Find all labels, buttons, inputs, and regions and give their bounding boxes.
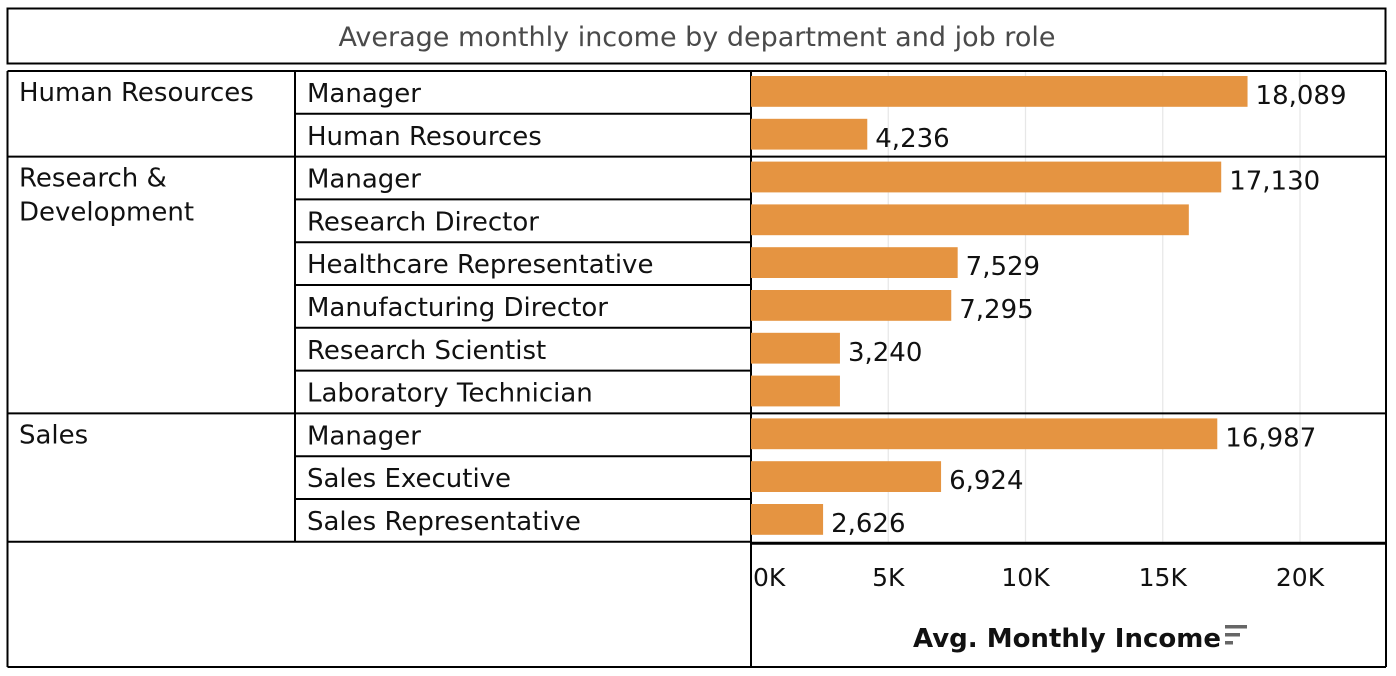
- job-role-label: Manager: [307, 79, 421, 109]
- x-tick-label: 5K: [872, 563, 905, 592]
- job-role-label: Manager: [307, 165, 421, 195]
- bar-value-label: 6,924: [949, 466, 1023, 496]
- bar-value-label: 7,529: [966, 252, 1040, 282]
- bar-value-label: 17,130: [1229, 167, 1320, 197]
- x-tick-label: 0K: [753, 563, 786, 592]
- income-bar[interactable]: [751, 76, 1248, 107]
- income-bar[interactable]: [751, 375, 840, 407]
- x-axis: 0K 5K 10K 15K 20K: [751, 541, 1386, 592]
- income-bar[interactable]: [751, 118, 868, 150]
- income-bar[interactable]: [751, 161, 1222, 193]
- income-bar[interactable]: [751, 461, 942, 492]
- job-role-label: Manager: [307, 421, 421, 451]
- department-label-line: Development: [19, 198, 194, 228]
- job-role-label: Research Director: [307, 207, 539, 237]
- income-bar[interactable]: [751, 290, 952, 321]
- row-header-table: Manager Human Resources Manager Research Di…: [6, 70, 1387, 668]
- bar-value-label: 7,295: [959, 295, 1033, 325]
- job-role-label: Sales Executive: [307, 464, 511, 494]
- income-bar[interactable]: [751, 204, 1189, 236]
- job-role-label: Laboratory Technician: [307, 379, 593, 409]
- x-axis-title: Avg. Monthly Income: [913, 624, 1221, 654]
- department-label: Human Resources: [19, 78, 254, 108]
- job-role-label: Sales Representative: [307, 507, 581, 537]
- income-bar[interactable]: [751, 418, 1218, 450]
- bar-layer: 18,089 4,236 17,130 7,529 7,295 3,240 16,987 6,…: [751, 76, 1347, 539]
- job-role-label: Healthcare Representative: [307, 250, 653, 280]
- income-bar[interactable]: [751, 504, 824, 535]
- bar-value-label: 16,987: [1225, 423, 1316, 453]
- x-tick-label: 15K: [1139, 563, 1188, 592]
- job-role-label: Research Scientist: [307, 336, 546, 366]
- sort-descending-icon[interactable]: [1225, 625, 1247, 645]
- x-tick-label: 20K: [1276, 563, 1325, 592]
- bar-value-label: 18,089: [1256, 81, 1347, 111]
- x-tick-label: 10K: [1001, 563, 1050, 592]
- bar-value-label: 4,236: [875, 124, 949, 154]
- department-label: Research & Development: [19, 164, 194, 228]
- income-bar[interactable]: [751, 332, 840, 364]
- job-role-label: Manufacturing Director: [307, 293, 608, 323]
- title-box: [6, 7, 1387, 65]
- department-label: Sales: [19, 420, 88, 450]
- bar-value-label: 2,626: [831, 509, 905, 539]
- job-role-label: Human Resources: [307, 122, 542, 152]
- bar-value-label: 3,240: [848, 338, 922, 368]
- chart-title: Average monthly income by department and…: [339, 22, 1056, 53]
- department-label-line: Research &: [19, 164, 167, 194]
- income-bar[interactable]: [751, 247, 958, 278]
